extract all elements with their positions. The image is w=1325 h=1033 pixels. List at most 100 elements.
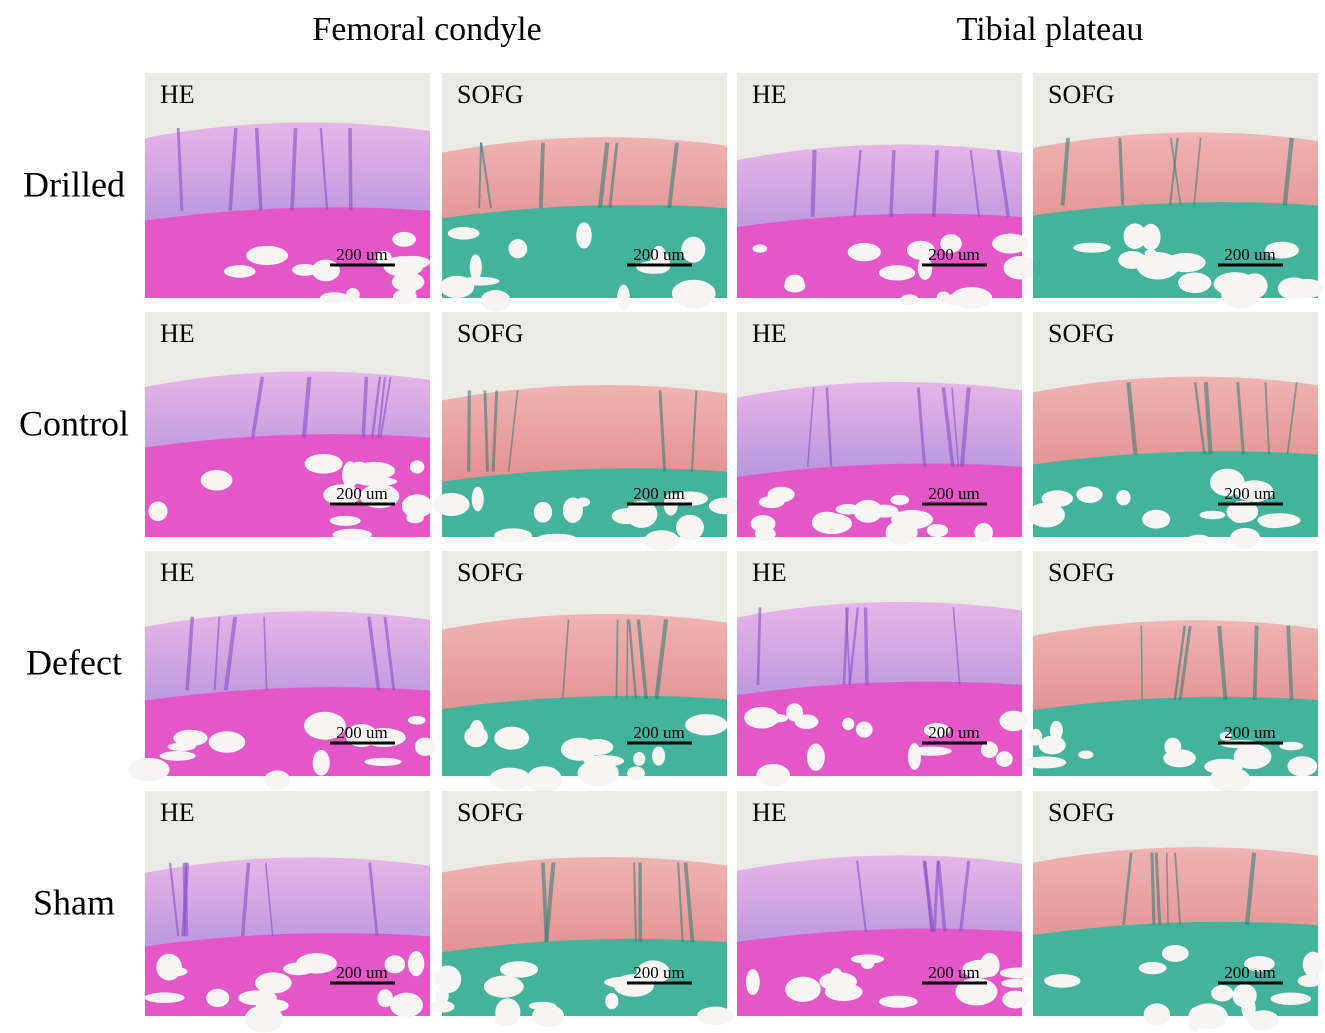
stain-label: HE — [752, 798, 787, 827]
marrow-space — [1022, 756, 1067, 769]
marrow-space — [917, 256, 933, 280]
marrow-space — [408, 951, 425, 977]
bone — [1033, 202, 1318, 298]
marrow-space — [1302, 951, 1324, 978]
marrow-space — [786, 703, 804, 722]
marrow-space — [950, 287, 993, 309]
bone — [442, 938, 727, 1016]
marrow-space — [613, 974, 654, 997]
marrow-space — [200, 469, 233, 491]
marrow-space — [499, 961, 539, 978]
marrow-space — [1241, 997, 1256, 1020]
marrow-space — [508, 239, 528, 259]
fissure — [1140, 625, 1143, 701]
marrow-space — [1141, 223, 1161, 251]
marrow-space — [923, 723, 950, 738]
fissure — [810, 149, 817, 218]
marrow-space — [1199, 510, 1226, 520]
fissure — [1174, 852, 1182, 926]
fissure — [941, 387, 955, 468]
marrow-space — [784, 274, 805, 292]
fissure — [185, 616, 195, 691]
fissure — [654, 619, 669, 700]
fissure — [677, 862, 684, 943]
marrow-space — [681, 236, 706, 263]
scale-label: 200 um — [928, 723, 979, 742]
fissure — [1178, 625, 1192, 701]
marrow-space — [389, 992, 423, 1018]
fissure — [1169, 137, 1182, 206]
scale-label: 200 um — [336, 963, 387, 982]
marrow-space — [342, 461, 359, 489]
fissure — [544, 862, 556, 943]
fissure — [889, 149, 896, 218]
marrow-space — [940, 234, 962, 254]
scale-label: 200 um — [1224, 963, 1275, 982]
fissure — [467, 390, 471, 472]
stain-label: SOFG — [1048, 80, 1114, 109]
marrow-space — [633, 751, 646, 766]
row-label: Drilled — [23, 164, 125, 204]
fissure — [213, 616, 221, 691]
marrow-space — [409, 460, 425, 474]
marrow-space — [255, 999, 289, 1013]
marrow-space — [754, 526, 776, 542]
marrow-space — [1003, 256, 1038, 280]
fissure — [951, 387, 960, 467]
fissure — [377, 376, 387, 438]
fissure — [916, 387, 927, 468]
marrow-space — [745, 969, 760, 996]
stain-label: SOFG — [1048, 319, 1114, 348]
marrow-space — [812, 513, 853, 535]
fissure — [959, 387, 971, 468]
micrograph-panel: SOFG 200 um — [1022, 551, 1318, 792]
micrograph-panel: HE 200 um — [737, 791, 1040, 1016]
marrow-space — [254, 972, 292, 994]
fissure — [627, 619, 638, 700]
marrow-space — [992, 233, 1029, 254]
stain-label: HE — [752, 80, 787, 109]
marrow-space — [1226, 500, 1259, 523]
marrow-space — [758, 496, 785, 509]
marrow-space — [926, 524, 949, 538]
marrow-space — [128, 757, 170, 782]
micrograph-panel: HE 200 um — [144, 791, 430, 1033]
marrow-space — [1229, 527, 1261, 549]
fissure — [658, 390, 667, 472]
marrow-space — [304, 453, 343, 474]
fissure — [856, 860, 867, 932]
marrow-space — [391, 272, 425, 292]
marrow-space — [407, 715, 426, 725]
fissure — [176, 127, 184, 211]
row-label: Control — [19, 403, 129, 443]
micrograph-panel: SOFG 200 um — [1027, 312, 1318, 549]
marrow-space — [489, 767, 531, 790]
bone — [442, 204, 727, 298]
marrow-space — [414, 737, 436, 756]
fissure — [1286, 382, 1298, 455]
fissure — [969, 149, 981, 218]
marrow-space — [223, 265, 256, 278]
fissure — [853, 149, 862, 218]
row-label: Defect — [26, 642, 122, 682]
scale-label: 200 um — [1224, 484, 1275, 503]
fissure — [636, 619, 648, 700]
marrow-space — [332, 528, 372, 541]
fissure — [842, 607, 849, 686]
marrow-space — [1116, 489, 1131, 506]
fissure — [863, 607, 869, 686]
marrow-space — [1233, 743, 1272, 770]
marrow-space — [392, 231, 416, 247]
marrow-space — [650, 251, 670, 274]
marrow-space — [890, 509, 934, 530]
marrow-space — [1143, 1003, 1171, 1026]
fissure — [615, 619, 619, 700]
marrow-space — [292, 263, 318, 276]
fissure — [1264, 382, 1271, 455]
micrograph-panel: SOFG 200 um — [1033, 791, 1324, 1032]
fissure — [597, 142, 610, 209]
column-header: Femoral condyle — [312, 11, 541, 48]
marrow-space — [353, 461, 396, 480]
fissure — [1286, 625, 1294, 701]
marrow-space — [853, 499, 883, 523]
